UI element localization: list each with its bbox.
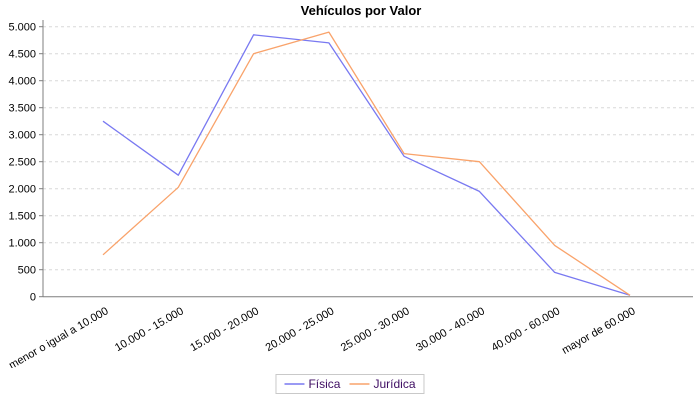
- y-tick-label: 1.500: [8, 211, 36, 223]
- x-category-label: mayor de 60.000: [560, 305, 638, 357]
- x-category-label: 40.000 - 60.000: [489, 305, 562, 354]
- y-tick-label: 1.000: [8, 238, 36, 250]
- y-tick-label: 3.500: [8, 103, 36, 115]
- series-line-0: [102, 34, 631, 296]
- y-tick-label: 4.000: [8, 76, 36, 88]
- series-line-1: [102, 31, 631, 296]
- y-tick-label: 3.000: [8, 130, 36, 142]
- legend-item-fisica: Física: [284, 378, 340, 390]
- juridica-line-swatch-icon: [349, 383, 370, 385]
- legend-label-juridica: Jurídica: [373, 377, 416, 391]
- legend: Física Jurídica: [275, 374, 425, 394]
- chart-title: Vehículos por Valor: [300, 3, 422, 18]
- fisica-line-swatch-icon: [284, 383, 305, 385]
- legend-item-juridica: Jurídica: [349, 377, 416, 391]
- y-tick-label: 2.000: [8, 184, 36, 196]
- legend-label-fisica: Física: [308, 377, 341, 391]
- y-tick-label: 500: [18, 265, 36, 277]
- x-category-label: 30.000 - 40.000: [414, 305, 487, 354]
- x-category-label: 10.000 - 15.000: [113, 305, 186, 354]
- x-category-label: 15.000 - 20.000: [188, 305, 261, 354]
- y-tick-label: 2.500: [8, 157, 36, 169]
- x-category-label: menor o igual a 10.000: [7, 305, 110, 368]
- y-tick-label: 5.000: [8, 22, 36, 34]
- x-category-label: 25.000 - 30.000: [339, 305, 412, 354]
- line-plot-area: 0 500 1.000 1.500 2.000 2.500 3.000 3.500 4.000 4…: [7, 20, 697, 368]
- y-tick-label: 0: [30, 292, 36, 304]
- y-tick-label: 4.500: [8, 49, 36, 61]
- x-category-label: 20.000 - 25.000: [264, 305, 337, 354]
